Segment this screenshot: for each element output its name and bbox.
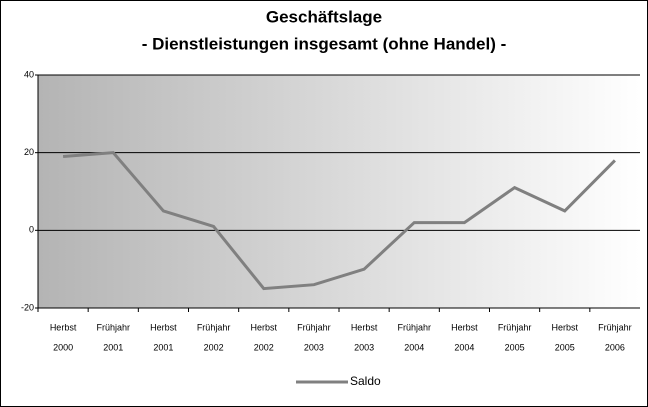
x-tick-label: 2002 [204, 342, 224, 352]
x-tick-label: 2001 [103, 342, 123, 352]
x-tick-label: Frühjahr [397, 322, 431, 332]
y-tick-label: 0 [29, 225, 34, 235]
x-tick-label: 2001 [153, 342, 173, 352]
x-tick-label: 2005 [555, 342, 575, 352]
x-tick-label: 2003 [354, 342, 374, 352]
y-tick-label: 20 [24, 147, 34, 157]
x-tick-label: Frühjahr [498, 322, 532, 332]
y-tick-label: 40 [24, 69, 34, 79]
chart-subtitle: - Dienstleistungen insgesamt (ohne Hande… [142, 34, 507, 53]
x-tick-label: Frühjahr [96, 322, 130, 332]
x-tick-label: Herbst [50, 322, 77, 332]
x-tick-label: Herbst [551, 322, 578, 332]
series-line [62, 151, 616, 291]
legend-label: Saldo [350, 374, 381, 388]
x-tick-label: 2003 [304, 342, 324, 352]
x-tick-label: 2004 [454, 342, 474, 352]
x-tick-label: Frühjahr [598, 322, 632, 332]
x-tick-label: 2002 [254, 342, 274, 352]
plot-area [38, 75, 640, 308]
x-tick-label: 2005 [505, 342, 525, 352]
x-tick-label: Herbst [451, 322, 478, 332]
x-tick-label: Frühjahr [297, 322, 331, 332]
x-tick-label: Herbst [250, 322, 277, 332]
x-tick-label: Herbst [351, 322, 378, 332]
chart-title: Geschäftslage [266, 7, 382, 26]
x-tick-label: 2004 [404, 342, 424, 352]
x-tick-label: Herbst [150, 322, 177, 332]
y-tick-label: -20 [21, 302, 34, 312]
x-tick-label: 2006 [605, 342, 625, 352]
x-tick-label: Frühjahr [197, 322, 231, 332]
x-tick-label: 2000 [53, 342, 73, 352]
